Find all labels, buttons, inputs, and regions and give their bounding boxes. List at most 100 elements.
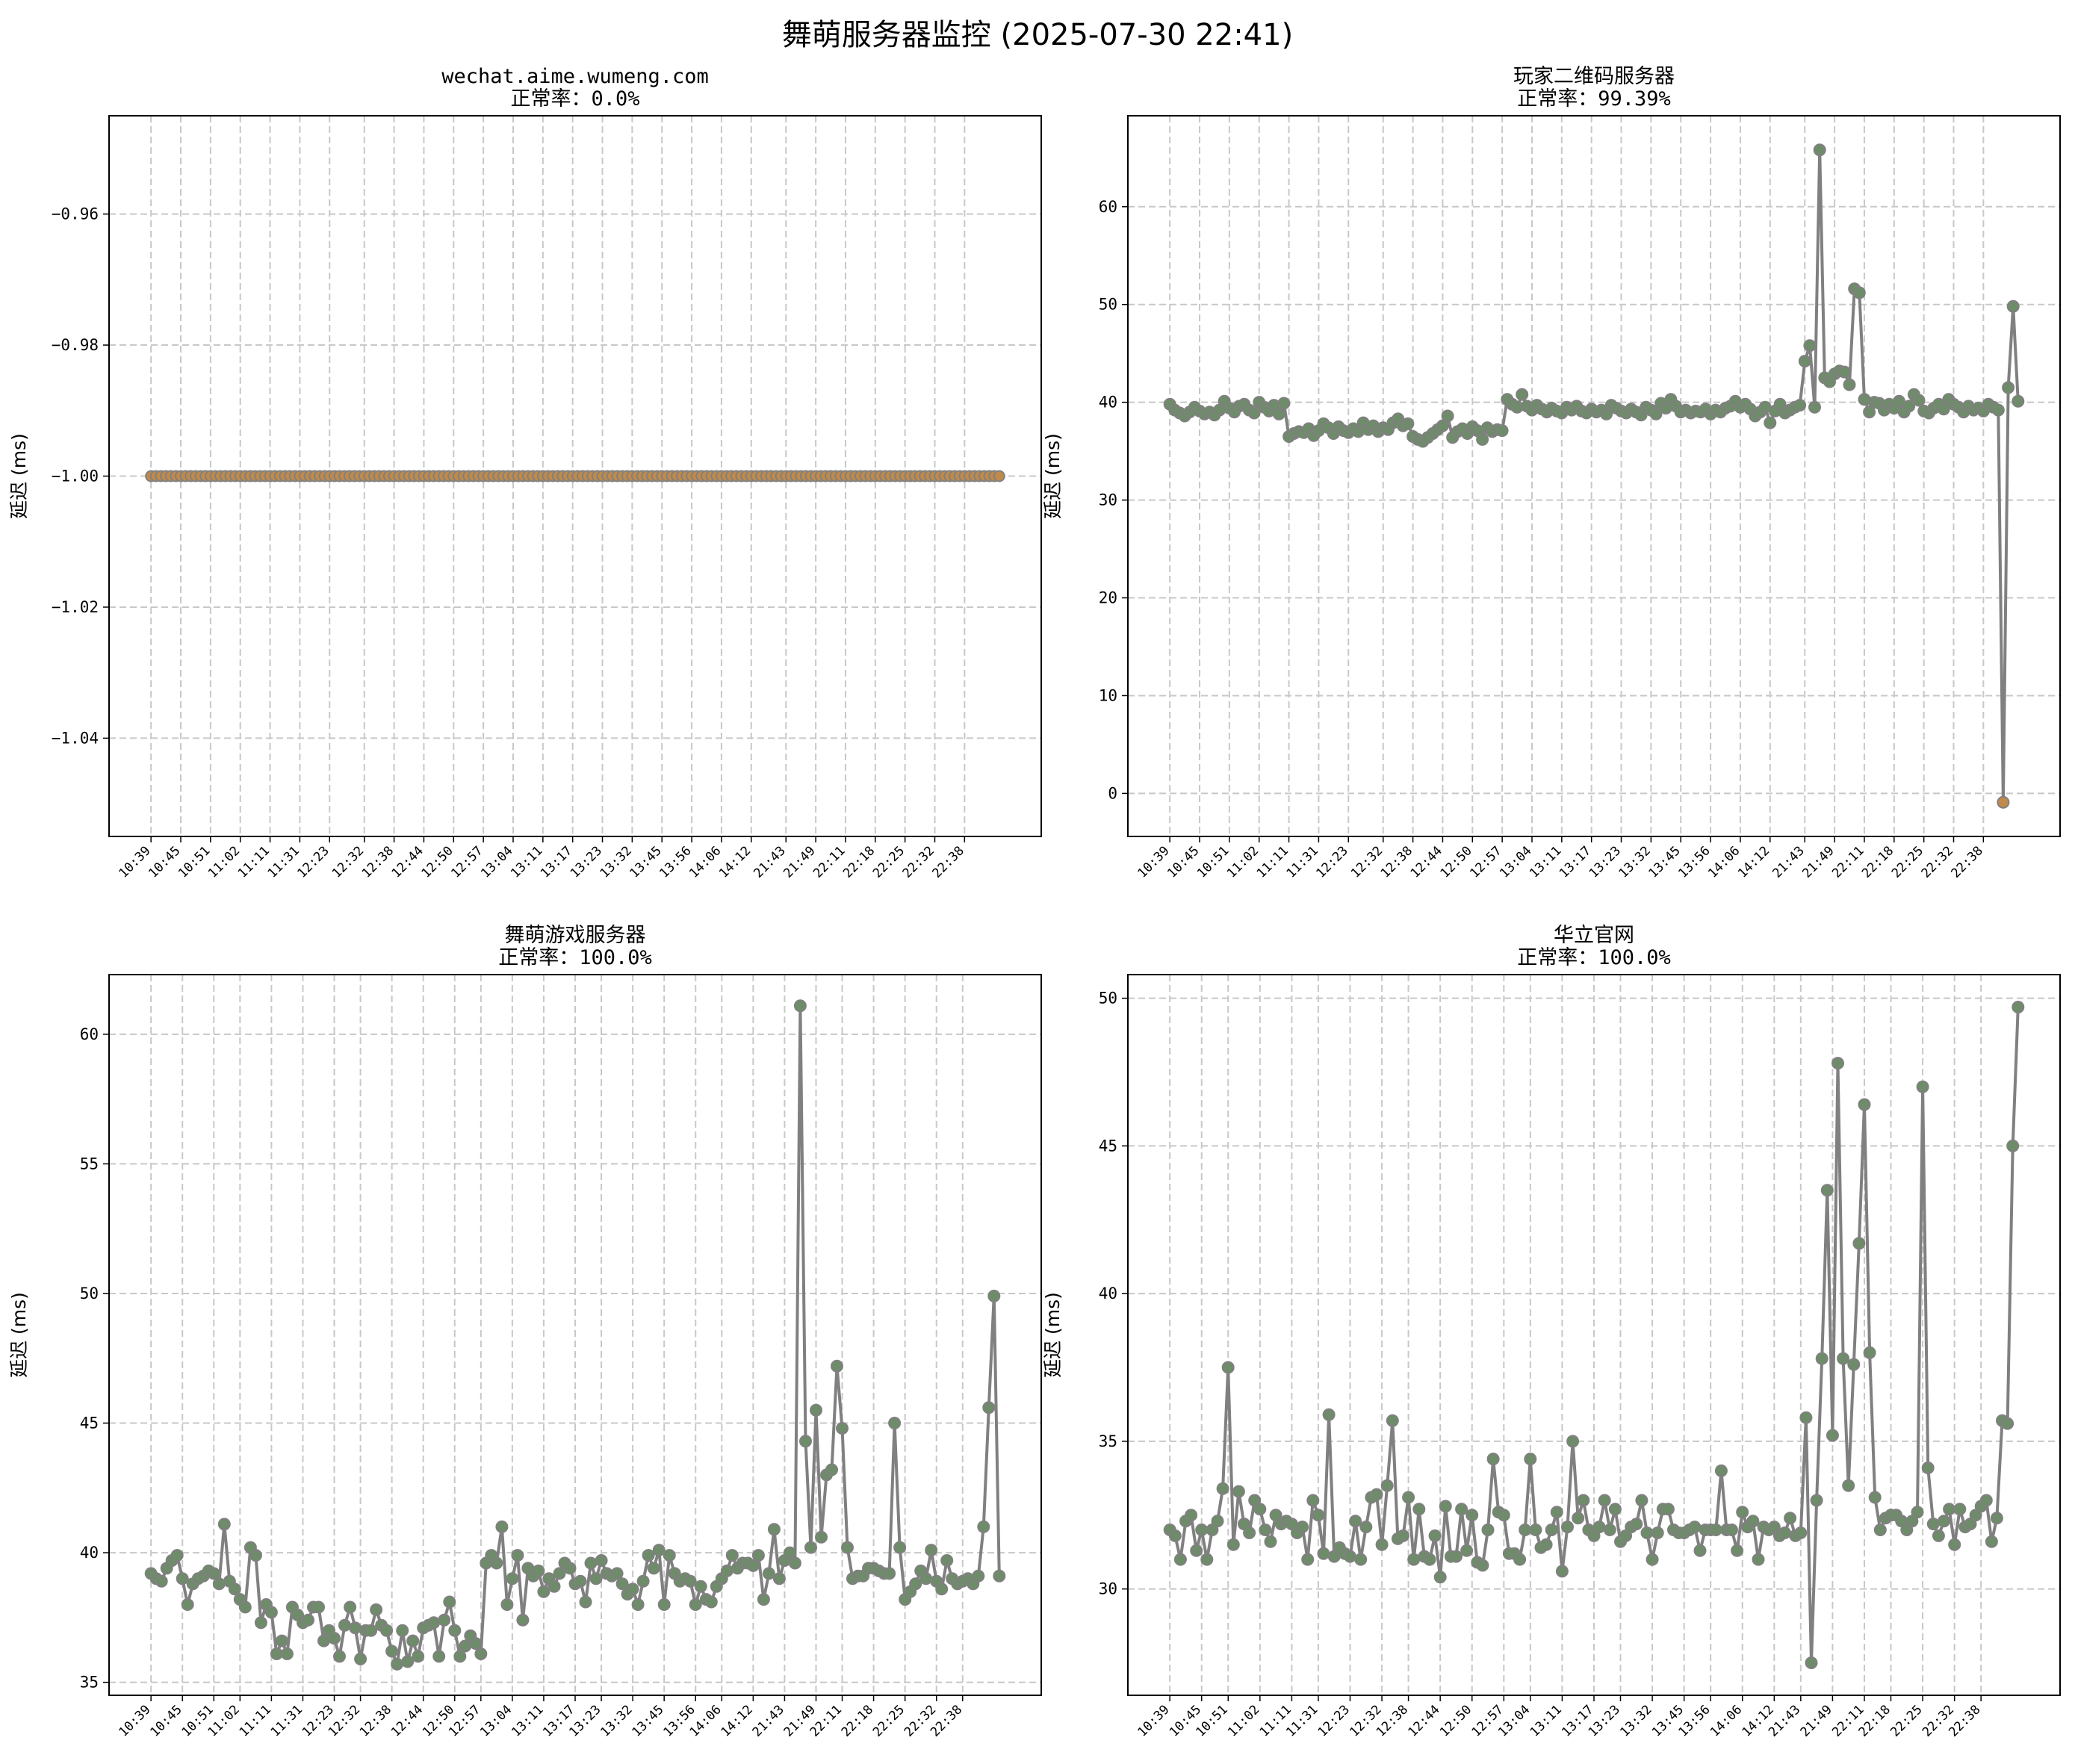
panel-subtitle: 正常率：100.0% bbox=[498, 946, 652, 969]
x-tick-label: 11:02 bbox=[1225, 1702, 1262, 1739]
data-point bbox=[443, 1595, 456, 1609]
data-point bbox=[993, 470, 1005, 482]
data-point bbox=[1990, 1512, 2003, 1525]
x-tick-label: 10:39 bbox=[116, 843, 153, 881]
data-point bbox=[1253, 1503, 1267, 1516]
data-point bbox=[249, 1549, 262, 1562]
y-tick-label: −1.04 bbox=[52, 729, 99, 747]
data-point bbox=[940, 1554, 954, 1567]
x-tick-label: 12:50 bbox=[1437, 1702, 1474, 1739]
data-point bbox=[1465, 1509, 1479, 1522]
data-point bbox=[757, 1593, 770, 1606]
y-tick-label: 40 bbox=[80, 1544, 99, 1562]
data-point bbox=[1688, 1521, 1702, 1534]
y-tick-label: 50 bbox=[1099, 990, 1117, 1007]
data-point bbox=[354, 1652, 367, 1665]
data-point bbox=[302, 1613, 314, 1627]
data-point bbox=[438, 1613, 451, 1627]
data-point bbox=[993, 1569, 1006, 1583]
x-tick-label: 11:11 bbox=[237, 1702, 274, 1739]
data-point bbox=[595, 1554, 608, 1567]
data-point bbox=[1837, 365, 1851, 379]
data-point bbox=[1803, 339, 1817, 353]
x-tick-label: 13:56 bbox=[1675, 843, 1713, 881]
data-point bbox=[1277, 397, 1291, 410]
x-tick-label: 14:06 bbox=[1705, 843, 1743, 881]
data-point bbox=[548, 1580, 561, 1593]
data-point bbox=[176, 1572, 189, 1586]
data-point bbox=[1820, 1184, 1834, 1197]
data-point bbox=[925, 1544, 938, 1557]
data-point bbox=[1200, 1553, 1214, 1566]
data-point bbox=[537, 1585, 550, 1598]
data-point bbox=[1441, 409, 1454, 423]
data-point bbox=[511, 1549, 524, 1562]
plot-frame bbox=[108, 974, 1042, 1696]
x-tick-label: 11:31 bbox=[1284, 843, 1321, 881]
data-point bbox=[1243, 1527, 1256, 1539]
x-tick-label: 12:23 bbox=[1315, 1702, 1353, 1739]
data-point bbox=[631, 1598, 645, 1611]
data-point bbox=[1221, 1361, 1235, 1374]
data-point bbox=[2006, 299, 2020, 313]
x-tick-label: 12:57 bbox=[1467, 843, 1504, 881]
x-tick-label: 13:11 bbox=[1527, 1702, 1565, 1739]
x-tick-label: 22:25 bbox=[1889, 843, 1926, 881]
data-point bbox=[1516, 388, 1529, 401]
data-point bbox=[312, 1600, 325, 1614]
panel-title: 华立官网 bbox=[1554, 924, 1634, 947]
data-point bbox=[1731, 1544, 1744, 1557]
x-tick-label: 13:32 bbox=[598, 843, 635, 881]
y-tick-label: 0 bbox=[1108, 784, 1117, 802]
data-point bbox=[1519, 1524, 1532, 1536]
data-point bbox=[704, 1595, 718, 1609]
x-tick-label: 13:23 bbox=[568, 843, 605, 881]
data-point bbox=[1455, 1503, 1468, 1516]
x-tick-label: 11:11 bbox=[235, 843, 273, 881]
data-point bbox=[1635, 1494, 1648, 1507]
data-point bbox=[1693, 1544, 1707, 1557]
data-point bbox=[1852, 1237, 1866, 1250]
data-point bbox=[683, 1574, 697, 1588]
data-point bbox=[772, 1572, 786, 1586]
y-tick-label: 35 bbox=[1099, 1432, 1117, 1450]
page-title: 舞萌服务器监控 (2025-07-30 22:41) bbox=[781, 18, 1294, 52]
data-point bbox=[1815, 1352, 1829, 1365]
data-point bbox=[1932, 1529, 1945, 1542]
data-point bbox=[1497, 1509, 1510, 1522]
x-tick-label: 12:32 bbox=[329, 843, 367, 881]
data-point bbox=[762, 1567, 775, 1580]
data-point bbox=[1402, 1491, 1415, 1504]
data-point bbox=[385, 1645, 399, 1658]
data-point bbox=[1433, 1571, 1447, 1584]
data-point bbox=[804, 1541, 817, 1554]
data-point bbox=[506, 1572, 519, 1586]
x-tick-label: 13:11 bbox=[1527, 843, 1564, 881]
y-axis-label: 延迟 (ms) bbox=[1042, 433, 1064, 519]
x-tick-label: 12:38 bbox=[359, 843, 397, 881]
x-tick-label: 13:45 bbox=[1646, 843, 1683, 881]
data-point bbox=[1725, 1524, 1738, 1536]
data-point bbox=[280, 1647, 294, 1660]
data-point bbox=[1985, 1535, 1998, 1548]
data-point bbox=[1370, 1488, 1383, 1501]
x-tick-label: 12:44 bbox=[1408, 843, 1445, 881]
data-point bbox=[401, 1655, 415, 1668]
y-axis-label: 延迟 (ms) bbox=[8, 1292, 30, 1378]
data-point bbox=[793, 999, 807, 1013]
data-point bbox=[1640, 1527, 1654, 1539]
data-point bbox=[264, 1606, 278, 1619]
data-point bbox=[1232, 1485, 1245, 1498]
data-point bbox=[1561, 1521, 1574, 1534]
data-point bbox=[1852, 286, 1866, 299]
data-point bbox=[626, 1583, 639, 1596]
data-point bbox=[935, 1583, 949, 1596]
x-tick-label: 13:45 bbox=[627, 843, 664, 881]
data-point bbox=[380, 1624, 394, 1637]
data-point bbox=[1550, 1506, 1563, 1519]
data-point bbox=[1168, 1529, 1182, 1542]
data-point bbox=[1572, 1512, 1585, 1525]
x-tick-label: 21:49 bbox=[1799, 843, 1837, 881]
data-point bbox=[1423, 1553, 1436, 1566]
data-point bbox=[2012, 1001, 2025, 1013]
